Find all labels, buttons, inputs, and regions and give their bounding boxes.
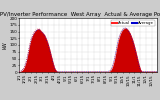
Legend: Actual, Average: Actual, Average (111, 20, 155, 26)
Title: Solar PV/Inverter Performance  West Array  Actual & Average Power Output: Solar PV/Inverter Performance West Array… (0, 12, 160, 17)
Y-axis label: kW: kW (3, 41, 8, 49)
